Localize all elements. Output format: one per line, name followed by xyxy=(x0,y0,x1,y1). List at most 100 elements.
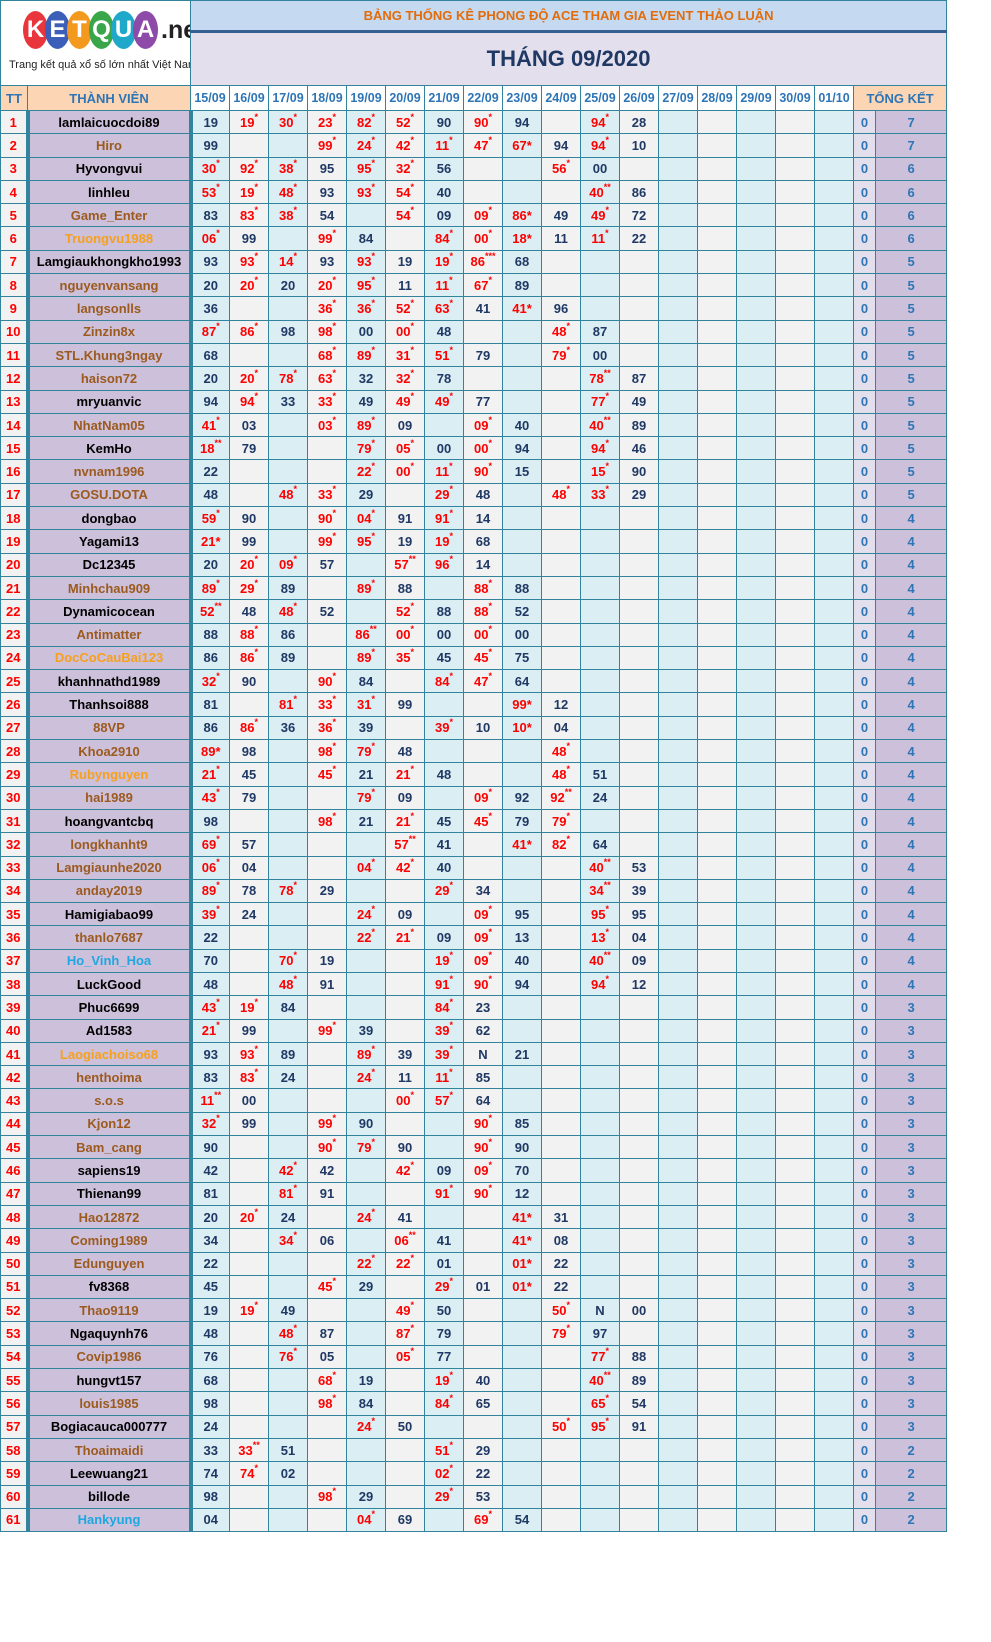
day-value: 45 xyxy=(436,813,452,829)
day-cell: 39 xyxy=(346,1018,386,1043)
day-cell xyxy=(736,645,776,671)
table-row: 60 billode 98 98* 29 29* 53 0 2 xyxy=(0,1484,948,1509)
day-value: 02* xyxy=(435,1462,453,1481)
day-cell: 29 xyxy=(619,482,659,508)
day-cell: 11* xyxy=(580,226,620,251)
row-number: 49 xyxy=(0,1228,28,1253)
star-marker: * xyxy=(410,204,414,215)
day-cell: 32* xyxy=(190,669,230,694)
day-value: 24 xyxy=(203,1419,218,1435)
day-value: 93* xyxy=(240,1043,258,1062)
day-cell xyxy=(229,342,269,368)
day-cell xyxy=(385,1391,425,1416)
day-cell xyxy=(424,692,464,717)
day-cell xyxy=(463,855,503,880)
star-marker: * xyxy=(371,647,375,658)
day-cell: 04 xyxy=(541,715,581,741)
day-cell: 98 xyxy=(229,739,269,764)
table-row: 32 longkhanht9 69* 57 57** 41 41* 82* 64 0 4 xyxy=(0,832,948,857)
day-cell xyxy=(424,1204,464,1230)
day-cell xyxy=(229,1181,269,1206)
day-cell: 24* xyxy=(346,902,386,927)
day-cell xyxy=(697,296,737,321)
day-cell: 39* xyxy=(424,715,464,741)
star-marker: * xyxy=(332,1020,336,1031)
day-cell: 39 xyxy=(619,878,659,904)
day-cell: 57 xyxy=(229,832,269,857)
star-marker: * xyxy=(488,1136,492,1147)
star-marker: * xyxy=(332,1113,336,1124)
day-value: 00 xyxy=(358,324,374,340)
day-value: 06* xyxy=(201,228,220,247)
zero-count: 0 xyxy=(853,762,876,787)
star-marker: * xyxy=(293,880,297,891)
table-row: 20 Dc12345 20 20* 09* 57 57** 96* 14 0 4 xyxy=(0,552,948,577)
day-cell: 54* xyxy=(385,179,425,205)
zero-count: 0 xyxy=(853,878,876,904)
day-cell: 22 xyxy=(619,226,659,251)
column-header-day: 30/09 xyxy=(775,85,815,111)
day-value: 32* xyxy=(396,367,414,386)
day-value: 09* xyxy=(474,950,492,969)
day-cell: 38* xyxy=(268,156,308,181)
column-header-day: 15/09 xyxy=(190,85,230,111)
star-marker: * xyxy=(293,1183,297,1194)
day-value: 79* xyxy=(357,740,375,759)
day-cell xyxy=(268,1274,308,1300)
zero-count: 0 xyxy=(853,739,876,764)
star-marker: * xyxy=(371,787,375,798)
day-cell xyxy=(736,599,776,624)
day-cell xyxy=(814,971,854,997)
member-name: Edunguyen xyxy=(25,1251,193,1276)
day-cell xyxy=(658,1461,698,1486)
day-cell: 09* xyxy=(463,1158,503,1183)
zero-count: 0 xyxy=(853,902,876,927)
total-score: 4 xyxy=(874,948,948,973)
day-value: 09 xyxy=(397,417,413,433)
day-value: 21* xyxy=(200,533,221,549)
day-value: 86*** xyxy=(470,251,496,270)
day-cell xyxy=(814,1368,854,1393)
day-value: 98* xyxy=(318,810,336,829)
row-number: 45 xyxy=(0,1135,28,1160)
day-cell: 54 xyxy=(307,203,347,228)
logo-tagline: Trang kết quả xổ số lớn nhất Việt Nam xyxy=(9,59,191,71)
total-score: 4 xyxy=(874,902,948,927)
day-cell xyxy=(580,1018,620,1043)
day-cell: 48* xyxy=(268,179,308,205)
day-value: 52* xyxy=(396,298,414,317)
day-cell xyxy=(697,1158,737,1183)
day-cell: 19* xyxy=(424,1368,464,1393)
day-cell xyxy=(697,482,737,508)
day-cell xyxy=(814,366,854,391)
day-cell xyxy=(814,1111,854,1137)
star-marker: * xyxy=(332,111,336,122)
day-cell xyxy=(775,436,815,461)
day-cell xyxy=(814,692,854,717)
day-cell xyxy=(775,1321,815,1346)
row-number: 20 xyxy=(0,552,28,577)
day-value: 11 xyxy=(398,1069,412,1085)
day-value: 24 xyxy=(592,790,608,806)
star-marker: * xyxy=(254,1462,258,1473)
day-value: 57** xyxy=(394,554,416,573)
star-marker: * xyxy=(449,1369,453,1380)
day-cell xyxy=(814,1437,854,1463)
day-cell xyxy=(775,249,815,275)
day-cell: 33 xyxy=(190,1437,230,1463)
day-cell xyxy=(268,1111,308,1137)
zero-count: 0 xyxy=(853,1018,876,1043)
day-cell: 33* xyxy=(580,482,620,508)
day-cell xyxy=(619,249,659,275)
row-number: 53 xyxy=(0,1321,28,1346)
day-cell xyxy=(619,622,659,647)
day-cell: 32 xyxy=(346,366,386,391)
star-marker: * xyxy=(293,251,297,262)
day-cell xyxy=(658,342,698,368)
star-marker: * xyxy=(254,181,258,192)
day-cell: 14* xyxy=(268,249,308,275)
star-marker: * xyxy=(449,274,453,285)
member-name: Yagami13 xyxy=(25,529,193,554)
star-marker: * xyxy=(293,600,297,611)
day-cell xyxy=(697,1111,737,1137)
